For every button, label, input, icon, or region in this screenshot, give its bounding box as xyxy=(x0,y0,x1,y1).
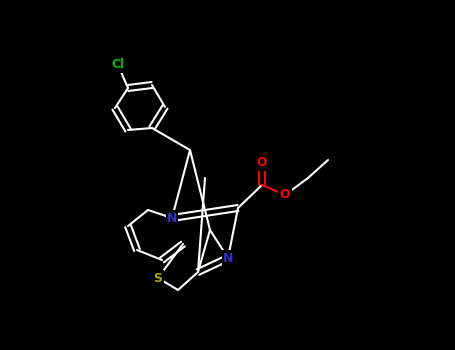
Text: N: N xyxy=(167,211,177,224)
Text: S: S xyxy=(153,272,162,285)
Text: Cl: Cl xyxy=(111,58,125,71)
Text: N: N xyxy=(223,252,233,265)
Text: O: O xyxy=(257,156,268,169)
Text: O: O xyxy=(280,189,290,202)
